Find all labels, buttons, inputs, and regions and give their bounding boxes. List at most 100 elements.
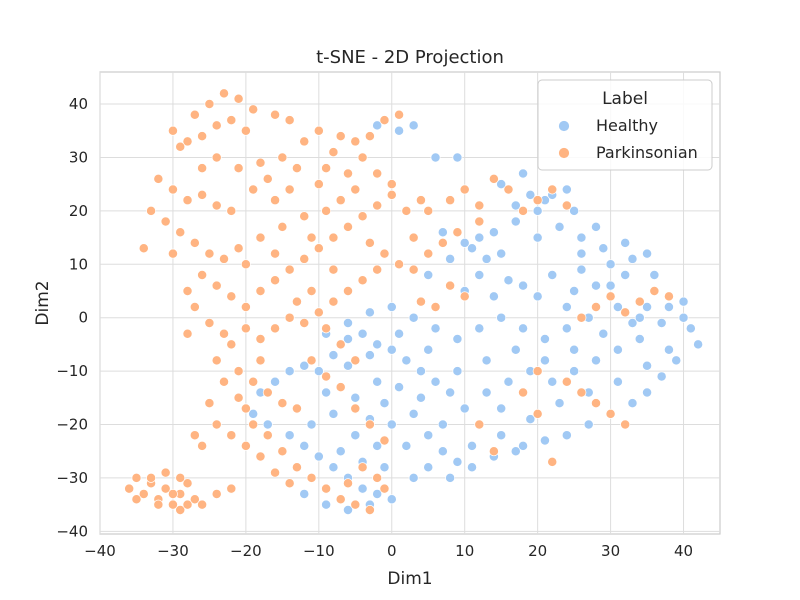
data-point-healthy — [386, 494, 397, 505]
data-point-parkinsonian — [160, 483, 171, 494]
data-point-parkinsonian — [299, 318, 310, 328]
data-point-parkinsonian — [605, 291, 616, 302]
data-point-parkinsonian — [299, 253, 310, 264]
data-point-healthy — [401, 355, 412, 366]
legend-label-parkinsonian: Parkinsonian — [596, 143, 698, 162]
data-point-parkinsonian — [189, 237, 200, 248]
data-point-parkinsonian — [452, 227, 463, 238]
series-parkinsonian — [124, 88, 674, 515]
data-point-healthy — [386, 344, 397, 355]
data-point-healthy — [496, 179, 507, 190]
x-tick-label: 0 — [387, 542, 397, 560]
data-point-healthy — [605, 259, 616, 270]
data-point-parkinsonian — [364, 419, 375, 430]
data-point-healthy — [569, 344, 580, 355]
y-tick-label: 40 — [69, 95, 88, 113]
data-point-healthy — [518, 168, 529, 179]
data-point-healthy — [408, 312, 419, 323]
data-point-parkinsonian — [379, 483, 390, 494]
data-point-healthy — [510, 200, 521, 211]
data-point-healthy — [561, 302, 572, 312]
data-point-parkinsonian — [328, 264, 339, 275]
data-point-parkinsonian — [189, 302, 200, 312]
data-point-parkinsonian — [445, 280, 456, 291]
data-point-healthy — [569, 205, 580, 216]
x-axis-label: Dim1 — [387, 569, 432, 589]
data-point-healthy — [284, 430, 295, 441]
data-point-healthy — [321, 499, 332, 510]
y-tick-label: −20 — [56, 416, 88, 434]
data-point-healthy — [620, 237, 631, 248]
data-point-parkinsonian — [445, 195, 456, 206]
data-point-parkinsonian — [182, 499, 193, 510]
data-point-parkinsonian — [219, 328, 229, 339]
data-point-healthy — [248, 408, 259, 419]
data-point-parkinsonian — [350, 136, 361, 147]
data-point-healthy — [496, 403, 507, 414]
data-point-healthy — [481, 253, 492, 264]
data-point-parkinsonian — [620, 307, 631, 318]
data-point-parkinsonian — [124, 483, 135, 494]
y-tick-label: 10 — [69, 255, 88, 273]
data-point-parkinsonian — [270, 248, 281, 259]
data-point-parkinsonian — [189, 494, 200, 505]
data-point-parkinsonian — [240, 259, 251, 270]
data-point-parkinsonian — [131, 472, 142, 483]
data-point-parkinsonian — [219, 253, 229, 264]
y-tick-label: −30 — [56, 469, 88, 487]
data-point-parkinsonian — [211, 152, 222, 163]
data-point-healthy — [649, 270, 660, 280]
data-point-parkinsonian — [226, 339, 237, 350]
data-point-healthy — [335, 446, 346, 457]
data-point-parkinsonian — [284, 478, 295, 489]
data-point-parkinsonian — [321, 371, 332, 382]
data-point-healthy — [430, 323, 441, 334]
data-point-healthy — [343, 318, 353, 328]
data-point-parkinsonian — [408, 264, 419, 275]
data-point-healthy — [474, 323, 485, 334]
data-point-healthy — [663, 344, 674, 355]
tick-labels: −40 −30 −20 −10 0 10 20 30 40 −40 −30 −20 −10 0 10 20 30… — [56, 95, 693, 560]
data-point-parkinsonian — [211, 419, 222, 430]
x-tick-label: −40 — [84, 542, 116, 560]
data-point-parkinsonian — [255, 157, 266, 168]
data-point-healthy — [532, 205, 543, 216]
data-point-parkinsonian — [313, 125, 324, 136]
data-point-healthy — [576, 232, 587, 243]
data-point-parkinsonian — [576, 387, 587, 398]
data-point-healthy — [532, 232, 543, 243]
data-point-parkinsonian — [211, 120, 222, 131]
data-point-healthy — [518, 280, 529, 291]
data-point-healthy — [525, 414, 536, 425]
data-point-parkinsonian — [270, 109, 281, 120]
data-point-parkinsonian — [321, 323, 332, 334]
data-point-parkinsonian — [233, 392, 244, 403]
legend-title: Label — [602, 89, 648, 109]
data-point-healthy — [313, 366, 324, 377]
data-point-healthy — [539, 435, 550, 446]
data-point-parkinsonian — [167, 125, 178, 136]
data-point-parkinsonian — [262, 387, 273, 398]
data-point-healthy — [627, 398, 638, 409]
data-point-parkinsonian — [240, 323, 251, 334]
data-point-healthy — [532, 291, 543, 302]
data-point-parkinsonian — [175, 472, 186, 483]
data-point-healthy — [620, 270, 631, 280]
data-point-healthy — [284, 366, 295, 377]
data-point-parkinsonian — [488, 173, 499, 184]
data-point-parkinsonian — [423, 248, 434, 259]
data-point-parkinsonian — [270, 323, 281, 334]
data-point-parkinsonian — [160, 216, 171, 227]
data-point-parkinsonian — [423, 205, 434, 216]
data-point-healthy — [343, 334, 353, 345]
data-point-healthy — [328, 462, 339, 473]
data-point-parkinsonian — [430, 302, 441, 312]
data-point-parkinsonian — [167, 488, 178, 499]
data-point-parkinsonian — [197, 499, 208, 510]
series-healthy — [248, 120, 704, 515]
data-point-parkinsonian — [372, 168, 383, 179]
data-point-parkinsonian — [532, 366, 543, 377]
x-tick-label: 30 — [601, 542, 620, 560]
data-point-healthy — [561, 430, 572, 441]
data-point-parkinsonian — [634, 296, 645, 307]
